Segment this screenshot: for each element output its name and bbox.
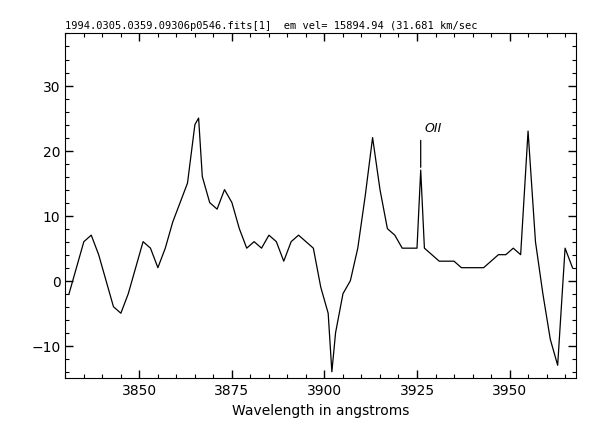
Text: 1994.0305.0359.09306p0546.fits[1]  em vel= 15894.94 (31.681 km/sec: 1994.0305.0359.09306p0546.fits[1] em vel…: [65, 21, 478, 31]
X-axis label: Wavelength in angstroms: Wavelength in angstroms: [232, 403, 409, 417]
Text: OII: OII: [424, 122, 442, 135]
